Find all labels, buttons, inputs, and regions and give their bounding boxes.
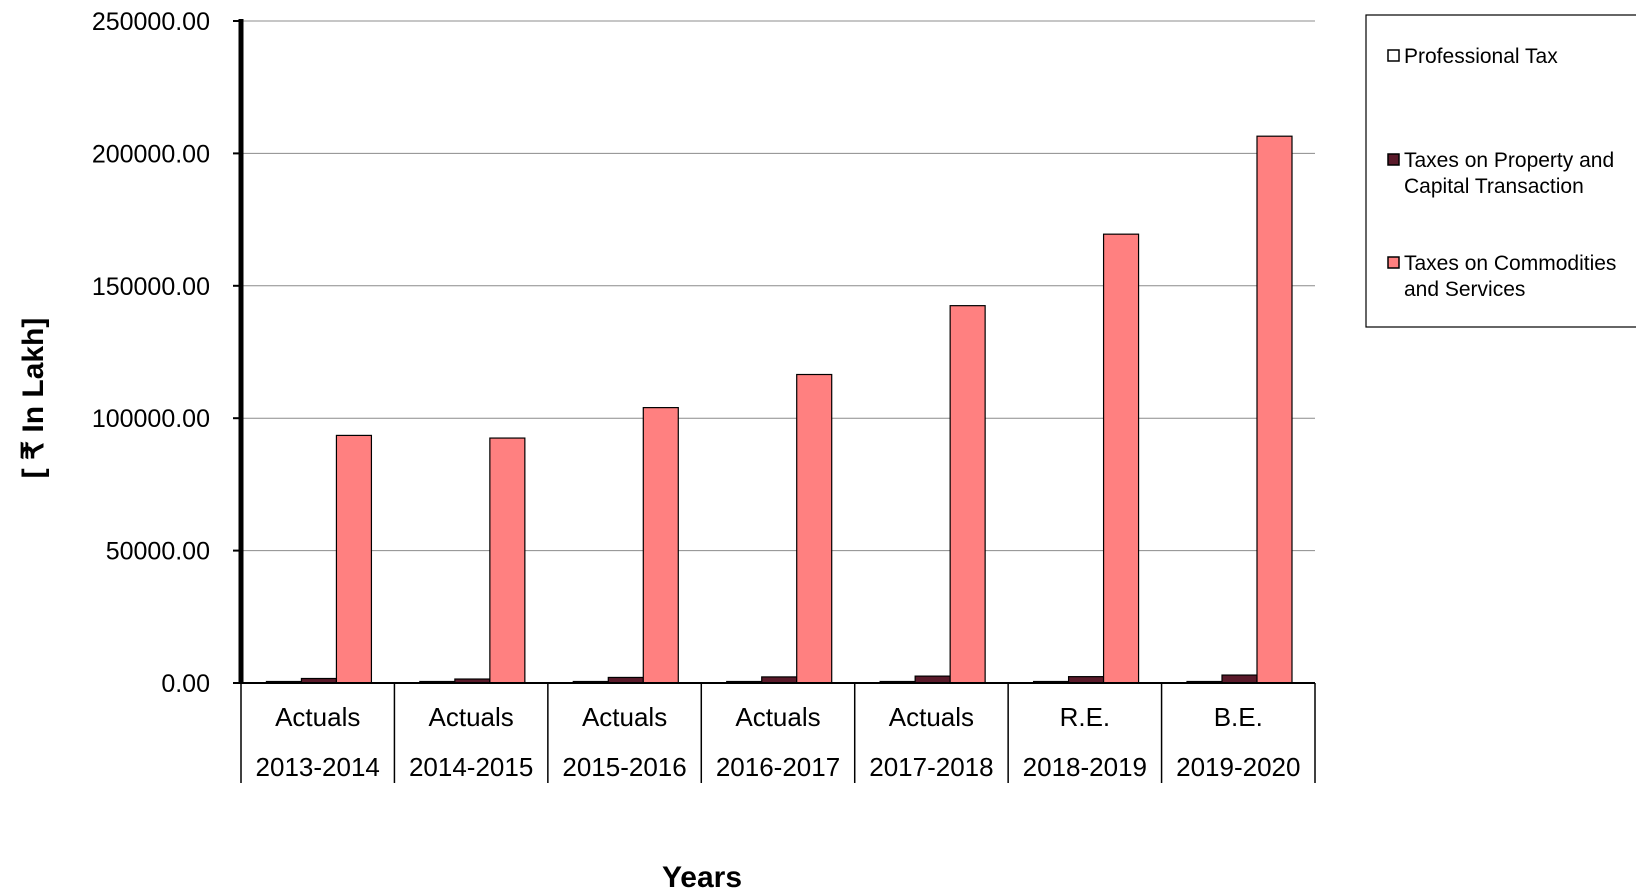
y-tick-label: 150000.00	[92, 273, 210, 301]
x-category-label: Actuals	[889, 702, 974, 732]
y-tick-label: 200000.00	[92, 140, 210, 168]
x-category-sublabel: 2018-2019	[1023, 752, 1147, 782]
y-tick-label: 100000.00	[92, 405, 210, 433]
legend-swatch	[1387, 153, 1400, 166]
bars	[265, 135, 1293, 684]
x-category-label: Actuals	[429, 702, 514, 732]
x-axis-title: Years	[662, 861, 742, 893]
y-tick-labels: 0.00 50000.00 100000.00 150000.00 200000.00 2…	[92, 8, 210, 698]
legend-entry: Professional Tax	[1404, 45, 1558, 68]
x-category-label: R.E.	[1060, 702, 1111, 732]
legend: Professional Tax Taxes on Property and Cap…	[1365, 14, 1636, 328]
y-axis-title: [ ₹ In Lakh]	[17, 318, 50, 479]
legend-entry: Taxes on Commodities and Services	[1404, 252, 1616, 301]
y-tick-label: 250000.00	[92, 8, 210, 36]
x-category-sublabel: 2017-2018	[869, 752, 993, 782]
x-category-labels: Actuals 2013-2014 Actuals 2014-2015 Actuals 2…	[256, 702, 1301, 782]
x-category-sublabel: 2014-2015	[409, 752, 533, 782]
axes	[233, 19, 1316, 783]
bar-taxes-on-commodities-and-services	[642, 407, 679, 684]
bar-taxes-on-property-and-capital-transaction	[1221, 674, 1258, 684]
legend-swatch	[1387, 49, 1400, 62]
x-category-label: Actuals	[582, 702, 667, 732]
gridlines	[241, 20, 1315, 552]
bar-taxes-on-commodities-and-services	[796, 373, 833, 684]
bar-taxes-on-property-and-capital-transaction	[914, 675, 951, 684]
y-tick-label: 50000.00	[106, 538, 210, 566]
bar-taxes-on-commodities-and-services	[1256, 135, 1293, 684]
bar-taxes-on-commodities-and-services	[1102, 233, 1140, 684]
legend-swatch	[1387, 256, 1400, 269]
bar-taxes-on-commodities-and-services	[949, 305, 986, 684]
y-tick-label: 0.00	[161, 670, 210, 698]
x-category-label: Actuals	[735, 702, 820, 732]
x-category-sublabel: 2013-2014	[256, 752, 380, 782]
legend-box	[1365, 14, 1636, 328]
x-category-sublabel: 2019-2020	[1176, 752, 1300, 782]
bar-taxes-on-commodities-and-services	[489, 437, 526, 684]
x-category-label: Actuals	[275, 702, 360, 732]
x-category-sublabel: 2015-2016	[562, 752, 686, 782]
x-category-label: B.E.	[1214, 702, 1263, 732]
legend-entry: Taxes on Property and Capital Transaction	[1404, 149, 1614, 198]
bar-taxes-on-commodities-and-services	[335, 434, 373, 684]
x-category-sublabel: 2016-2017	[716, 752, 840, 782]
